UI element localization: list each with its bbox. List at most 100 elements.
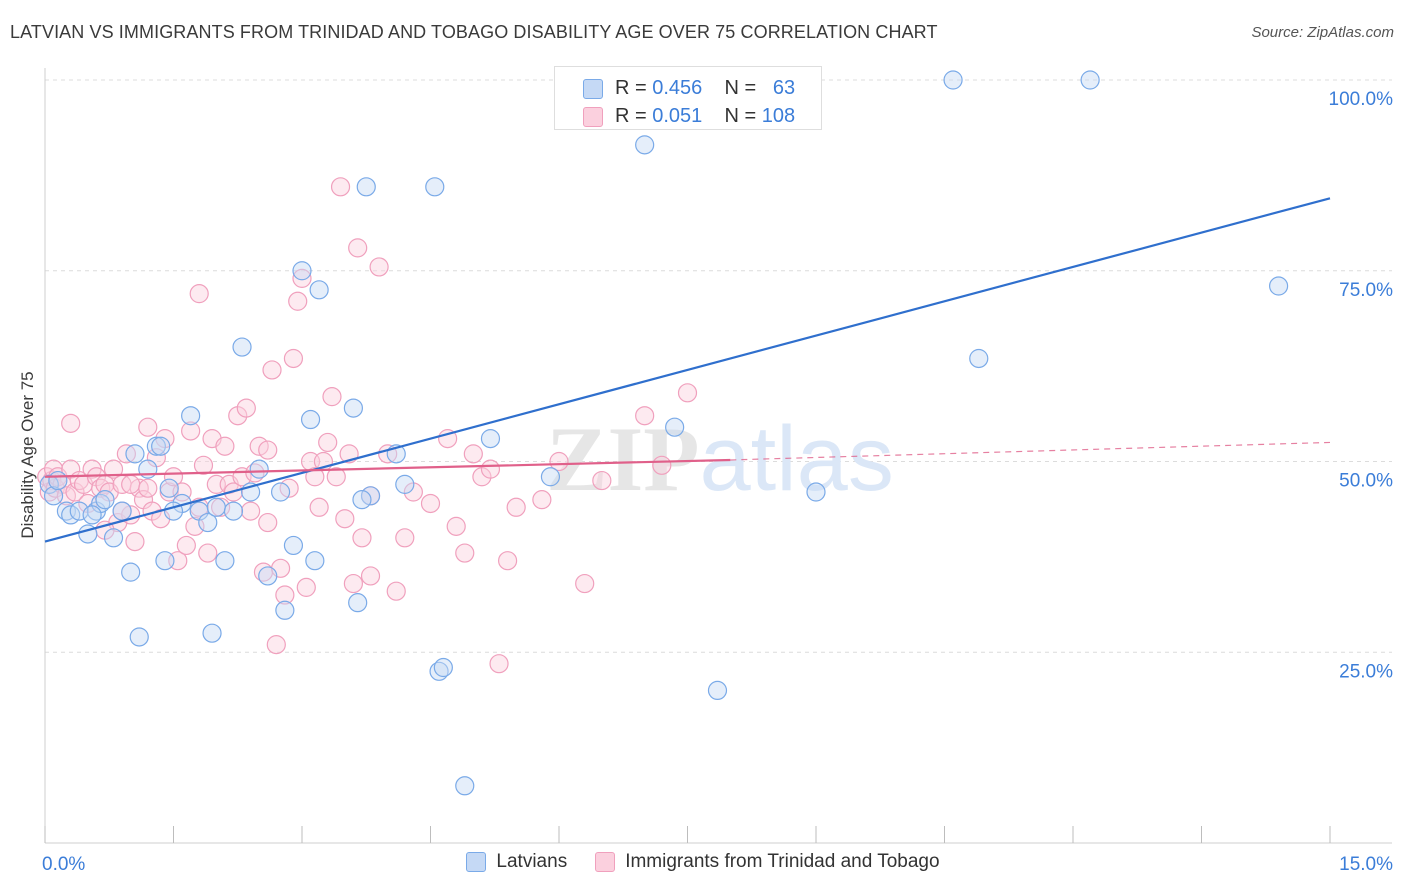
point-trinidad — [305, 467, 325, 487]
point-trinidad — [258, 512, 278, 533]
point-trinidad — [193, 455, 214, 475]
point-latvians — [270, 482, 291, 502]
grid-lines — [45, 79, 1392, 653]
watermark-atlas: atlas — [700, 408, 894, 510]
point-trinidad — [61, 413, 81, 433]
point-trinidad — [258, 440, 278, 460]
legend-item-trinidad: Immigrants from Trinidad and Tobago — [595, 851, 940, 873]
point-trinidad — [215, 436, 235, 456]
point-trinidad — [463, 444, 483, 464]
point-latvians — [258, 566, 278, 586]
point-latvians — [480, 429, 501, 449]
point-trinidad — [420, 493, 441, 514]
point-latvians — [455, 776, 475, 796]
correlation-legend: R = 0.456 N = 63 R = 0.051 N = 108 — [554, 66, 822, 130]
point-latvians — [43, 486, 64, 506]
r-value: 0.051 — [652, 105, 703, 127]
point-latvians — [283, 535, 304, 556]
point-latvians — [707, 680, 728, 701]
y-tick-label: 75.0% — [1339, 280, 1393, 301]
point-trinidad — [480, 459, 501, 479]
point-latvians — [309, 280, 329, 300]
point-trinidad — [352, 528, 372, 548]
n-value: 63 — [772, 77, 796, 99]
point-trinidad — [592, 470, 612, 491]
point-trinidad — [322, 387, 342, 407]
point-trinidad — [455, 543, 475, 563]
series-legend: Latvians Immigrants from Trinidad and To… — [0, 851, 1406, 873]
point-trinidad — [138, 478, 158, 498]
point-latvians — [121, 562, 141, 582]
n-value: 108 — [761, 105, 796, 127]
point-trinidad — [125, 532, 145, 552]
legend-label-latvians: Latvians — [496, 851, 568, 872]
point-latvians — [181, 406, 201, 426]
point-trinidad — [318, 432, 338, 453]
point-trinidad — [275, 585, 295, 605]
point-latvians — [635, 135, 655, 155]
point-trinidad — [506, 497, 526, 517]
point-trinidad — [330, 177, 351, 197]
watermark: ZIPatlas — [546, 408, 894, 510]
point-trinidad — [185, 516, 205, 536]
point-trinidad — [181, 421, 201, 441]
point-trinidad — [283, 348, 304, 369]
point-latvians — [249, 459, 269, 479]
point-trinidad — [386, 581, 406, 601]
point-latvians — [305, 551, 325, 571]
point-latvians — [356, 177, 376, 197]
point-latvians — [198, 512, 218, 533]
point-latvians — [232, 337, 252, 357]
point-latvians — [969, 348, 989, 369]
point-latvians — [665, 417, 685, 437]
point-trinidad — [360, 566, 381, 586]
axes — [44, 68, 1392, 844]
trend-line-trinidad — [44, 458, 731, 478]
point-latvians — [806, 482, 826, 502]
point-latvians — [540, 467, 561, 487]
point-trinidad — [262, 360, 282, 380]
point-trinidad — [369, 257, 389, 277]
trend-lines — [44, 197, 1331, 543]
point-latvians — [95, 490, 115, 510]
point-trinidad — [266, 635, 286, 655]
point-latvians — [943, 70, 963, 90]
point-trinidad — [532, 490, 552, 510]
point-latvians — [215, 551, 235, 571]
point-trinidad — [309, 497, 329, 517]
point-trinidad — [236, 398, 256, 418]
point-trinidad — [446, 516, 466, 536]
point-trinidad — [635, 406, 655, 426]
legend-item-latvians: Latvians — [466, 851, 567, 873]
point-latvians — [395, 474, 415, 494]
series-trinidad-points — [37, 177, 698, 674]
point-trinidad — [189, 284, 209, 304]
x-tick-label: 15.0% — [1339, 854, 1393, 875]
y-tick-label: 25.0% — [1339, 661, 1393, 682]
point-latvians — [425, 177, 445, 197]
point-trinidad — [138, 417, 158, 437]
point-latvians — [48, 470, 68, 491]
point-trinidad — [326, 467, 346, 487]
tick-labels: 25.0% 50.0% 75.0% 100.0% 0.0% 15.0% — [42, 89, 1393, 875]
y-tick-label: 100.0% — [1329, 89, 1394, 110]
r-label: R = — [615, 105, 647, 127]
point-latvians — [159, 478, 179, 498]
point-latvians — [129, 627, 149, 647]
legend-swatch-trinidad — [583, 107, 603, 127]
point-latvians — [112, 501, 132, 521]
point-latvians — [1080, 70, 1100, 90]
legend-swatch-trinidad — [595, 852, 616, 872]
point-trinidad — [172, 482, 192, 502]
point-latvians — [433, 657, 453, 678]
legend-swatch-latvians — [466, 852, 487, 872]
r-label: R = — [615, 77, 647, 99]
point-latvians — [146, 436, 166, 456]
trend-line-trinidad-extension — [730, 441, 1331, 461]
point-trinidad — [296, 577, 316, 597]
n-label: N = — [724, 105, 757, 127]
point-latvians — [82, 505, 102, 525]
point-latvians — [275, 600, 295, 620]
point-latvians — [348, 593, 368, 613]
point-trinidad — [498, 551, 518, 571]
